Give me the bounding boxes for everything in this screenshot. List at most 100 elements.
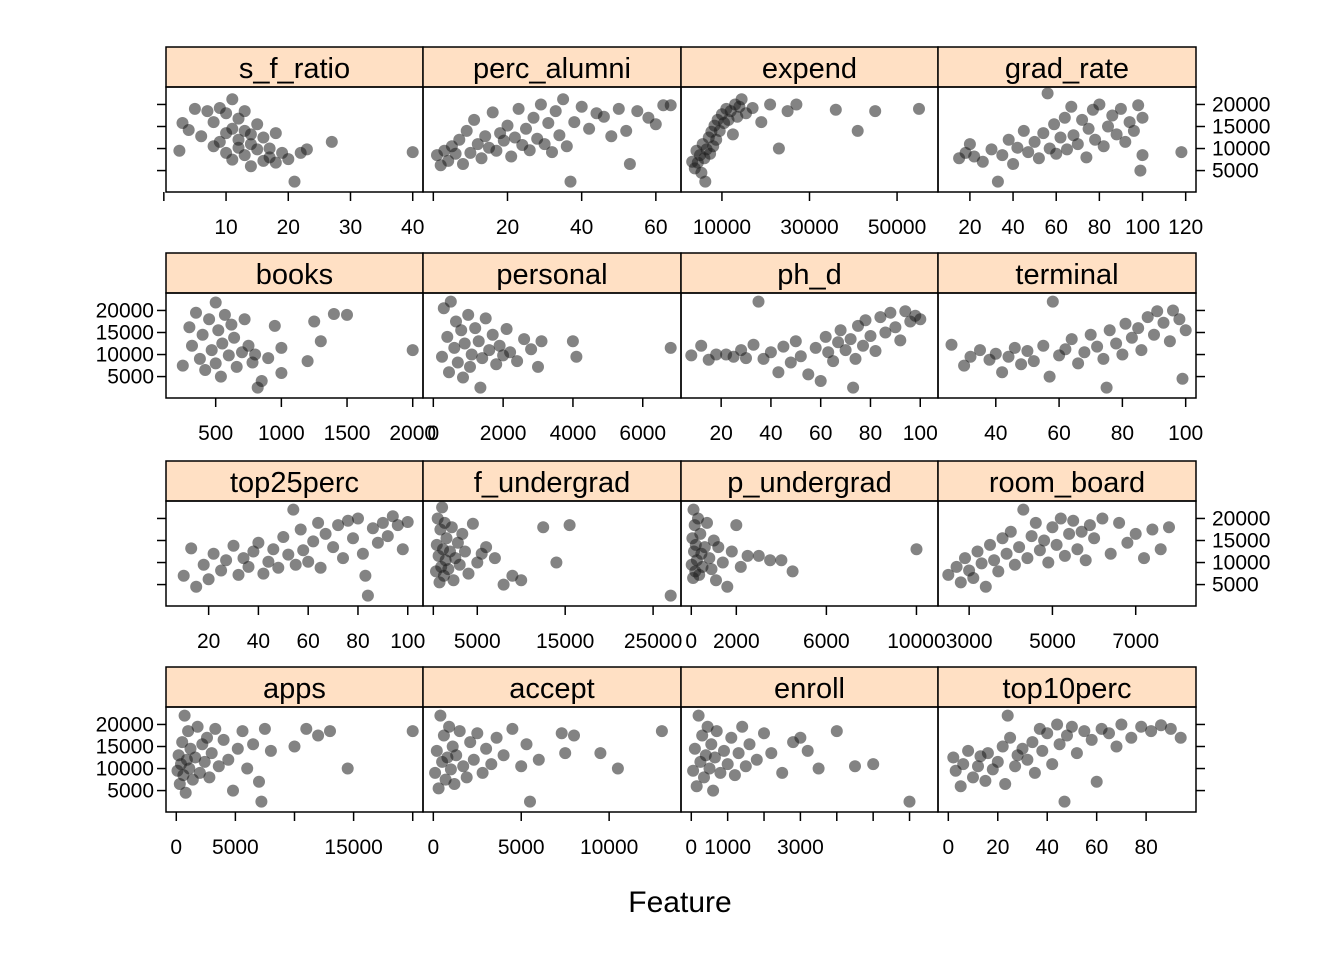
data-point	[1028, 135, 1041, 148]
data-point	[1009, 760, 1022, 773]
data-point	[202, 573, 215, 586]
data-point	[253, 775, 265, 788]
data-point	[520, 738, 533, 751]
data-point	[325, 135, 338, 148]
data-point	[914, 313, 927, 326]
data-point	[222, 753, 235, 766]
data-point	[583, 122, 596, 135]
data-point	[457, 760, 470, 773]
data-point	[1065, 333, 1078, 346]
data-point	[732, 747, 745, 760]
x-tick-label: 20	[958, 216, 981, 239]
data-point	[1138, 552, 1150, 565]
data-point	[764, 346, 777, 359]
data-point	[520, 122, 532, 135]
data-point	[976, 155, 989, 168]
data-point	[1058, 549, 1071, 562]
data-point	[230, 360, 243, 373]
data-point	[786, 565, 799, 578]
x-tick-label: 60	[1047, 422, 1070, 445]
data-point	[690, 780, 703, 793]
panel-frame	[937, 706, 1197, 813]
data-point	[851, 124, 864, 137]
data-point	[849, 352, 862, 365]
data-point	[664, 99, 677, 112]
x-tick-label: 7000	[1112, 630, 1159, 653]
data-point	[257, 567, 270, 580]
data-point	[500, 323, 513, 335]
data-point	[957, 758, 970, 771]
data-point	[989, 347, 1002, 360]
x-tick-label: 60	[297, 630, 320, 653]
x-tick-label: 1000	[704, 836, 751, 859]
data-point	[844, 333, 857, 346]
data-point	[1125, 331, 1138, 344]
data-point	[207, 116, 220, 129]
data-point	[1065, 720, 1078, 733]
data-point	[209, 357, 222, 370]
y-tick-label: 10000	[1212, 138, 1270, 161]
data-point	[728, 769, 741, 782]
data-point	[1080, 151, 1093, 164]
data-point	[468, 113, 481, 126]
data-point	[1046, 758, 1059, 771]
x-tick-label: 80	[346, 630, 369, 653]
data-point	[212, 324, 225, 337]
data-point	[537, 521, 550, 534]
data-point	[264, 744, 277, 757]
data-point	[974, 344, 986, 357]
data-point	[525, 343, 538, 356]
data-point	[1063, 527, 1076, 540]
x-axis-label: Feature	[628, 886, 731, 919]
x-tick-label: 1000	[258, 422, 305, 445]
data-point	[967, 771, 979, 784]
data-point	[441, 330, 454, 343]
data-point	[1027, 355, 1040, 368]
data-point	[827, 355, 840, 368]
panel-frame	[937, 500, 1197, 607]
strip-personal	[422, 252, 682, 294]
data-point	[1110, 740, 1123, 753]
data-point	[1129, 527, 1142, 540]
data-point	[527, 111, 540, 124]
data-point	[721, 758, 734, 771]
x-tick-label: 5000	[498, 836, 545, 859]
data-point	[1016, 742, 1029, 755]
panel-frame	[937, 292, 1197, 399]
strip-p_undergrad	[680, 460, 939, 502]
y-tick-label: 10000	[96, 344, 154, 367]
data-point	[712, 541, 725, 554]
data-point	[220, 107, 233, 120]
data-point	[225, 318, 238, 331]
data-point	[1151, 305, 1164, 318]
data-point	[1033, 544, 1046, 557]
data-point	[1146, 523, 1159, 536]
panel-frame	[680, 500, 939, 607]
strip-label: grad_rate	[1005, 53, 1129, 85]
data-point	[699, 749, 712, 762]
data-point	[332, 519, 345, 532]
data-point	[327, 308, 340, 320]
data-point	[453, 133, 466, 146]
data-point	[453, 725, 466, 738]
data-point	[289, 558, 302, 571]
strip-enroll	[680, 666, 939, 708]
data-point	[444, 295, 457, 308]
data-point	[440, 532, 453, 545]
x-tick-label: 40	[759, 422, 782, 445]
data-point	[249, 348, 262, 361]
data-point	[612, 102, 625, 115]
data-point	[967, 572, 980, 584]
panel-expend: expend 10000 30000 50000	[680, 46, 939, 239]
data-point	[1007, 158, 1020, 170]
data-point	[1026, 736, 1039, 749]
data-point	[688, 742, 701, 755]
data-point	[1179, 324, 1192, 337]
data-point	[708, 751, 721, 764]
data-point	[1029, 516, 1042, 529]
data-point	[251, 143, 264, 156]
data-point	[692, 512, 704, 525]
panel-perc_alumni: perc_alumni 20 40 60	[422, 46, 682, 239]
data-point	[442, 154, 455, 167]
